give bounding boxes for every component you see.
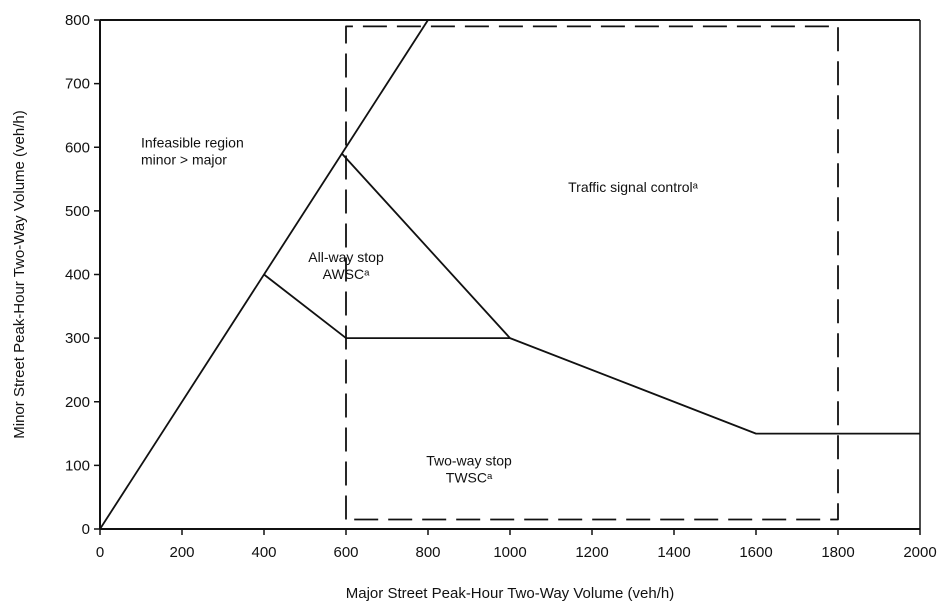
boundary-line-1 (263, 273, 510, 340)
y-tick-label: 600 (65, 139, 90, 156)
x-tick-label: 400 (251, 544, 276, 561)
dashed-boundary-line-3 (345, 25, 839, 521)
x-tick-label: 2000 (903, 544, 936, 561)
series-layer (99, 19, 920, 530)
y-tick-label: 800 (65, 12, 90, 29)
x-tick-label: 1600 (739, 544, 772, 561)
y-tick-label: 100 (65, 457, 90, 474)
x-tick-label: 0 (96, 544, 104, 561)
x-tick-label: 600 (333, 544, 358, 561)
x-tick-label: 1400 (657, 544, 690, 561)
x-axis-ticks: 0 200 400 600 800 1000 1200 1400 1600 1800 2000 (96, 529, 937, 561)
annotations: Infeasible region minor > major All-way st… (141, 134, 699, 485)
region-label-1: All-way stop AWSCᵃ (308, 249, 384, 282)
x-tick-label: 1800 (821, 544, 854, 561)
y-axis-ticks: 0 100 200 300 400 500 600 700 800 (65, 12, 100, 538)
y-tick-label: 200 (65, 394, 90, 411)
boundary-line-2 (341, 152, 920, 435)
x-tick-label: 800 (415, 544, 440, 561)
y-tick-label: 0 (82, 521, 90, 538)
y-axis-title: Minor Street Peak-Hour Two-Way Volume (v… (11, 110, 28, 438)
x-tick-label: 200 (169, 544, 194, 561)
region-label-3: Two-way stop TWSCᵃ (426, 452, 512, 485)
y-tick-label: 500 (65, 203, 90, 220)
y-tick-label: 700 (65, 76, 90, 93)
y-tick-label: 400 (65, 267, 90, 284)
x-axis-title: Major Street Peak-Hour Two-Way Volume (v… (346, 585, 674, 602)
region-label-0: Infeasible region minor > major (141, 134, 244, 167)
x-tick-label: 1000 (493, 544, 526, 561)
y-tick-label: 300 (65, 330, 90, 347)
region-label-2: Traffic signal controlᵃ (568, 179, 698, 195)
x-tick-label: 1200 (575, 544, 608, 561)
